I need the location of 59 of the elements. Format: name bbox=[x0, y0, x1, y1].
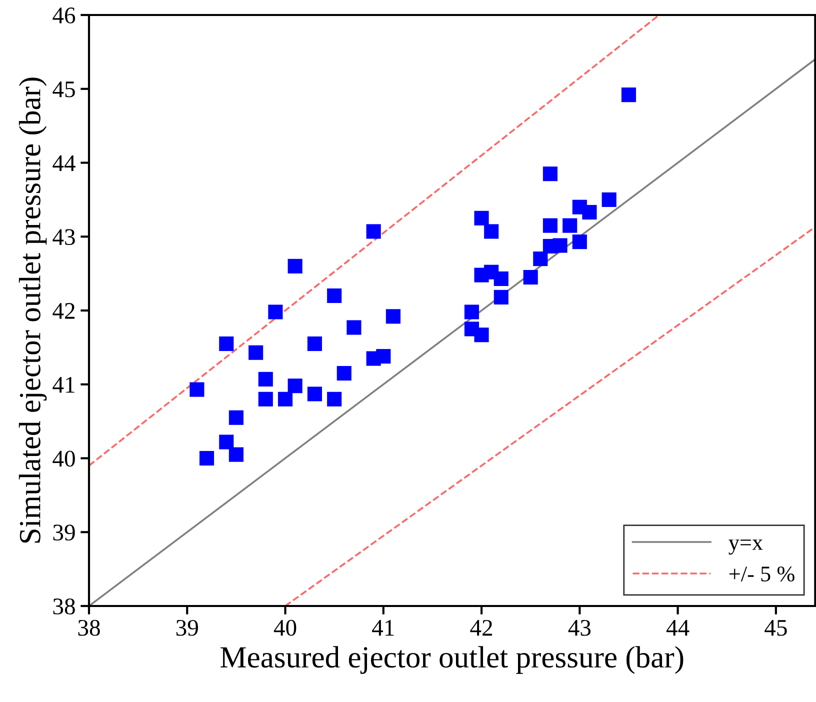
point bbox=[288, 258, 302, 274]
point bbox=[336, 366, 352, 381]
legend-label: y=x bbox=[728, 540, 763, 555]
point bbox=[582, 204, 597, 220]
point bbox=[278, 392, 293, 406]
x-tick-label: 41 bbox=[372, 620, 394, 636]
y-tick-label: 46 bbox=[52, 8, 76, 24]
point bbox=[494, 271, 508, 286]
point bbox=[366, 224, 381, 239]
point bbox=[228, 410, 244, 425]
y-tick-label: 39 bbox=[53, 524, 75, 541]
y-tick-label: 42 bbox=[52, 303, 75, 319]
point bbox=[621, 88, 636, 102]
y-tick-label: 40 bbox=[52, 450, 75, 467]
point bbox=[219, 336, 234, 352]
x-tick-label: 38 bbox=[78, 620, 100, 636]
point bbox=[190, 382, 204, 397]
point bbox=[219, 434, 234, 450]
point bbox=[376, 349, 391, 364]
y-tick-label: 38 bbox=[53, 598, 75, 614]
point bbox=[464, 304, 479, 320]
x-tick-label: 40 bbox=[274, 620, 296, 636]
x-axis-title: Measured ejector outlet pressure (bar) bbox=[220, 646, 684, 674]
point bbox=[484, 224, 499, 239]
legend-label: +/- 5 % bbox=[729, 566, 794, 582]
point bbox=[602, 192, 616, 207]
y-axis-title: Simulated ejector outlet pressure (bar) bbox=[18, 78, 47, 543]
point bbox=[474, 210, 489, 226]
point bbox=[562, 218, 578, 233]
point bbox=[346, 320, 362, 335]
y-tick-label: 45 bbox=[52, 82, 75, 98]
point bbox=[494, 290, 508, 304]
x-tick-label: 42 bbox=[470, 620, 492, 636]
point bbox=[327, 392, 342, 406]
y-tick-label: 41 bbox=[52, 376, 74, 393]
point bbox=[258, 372, 273, 386]
point bbox=[542, 166, 558, 182]
point bbox=[474, 328, 489, 342]
x-tick-label: 43 bbox=[568, 620, 591, 636]
point bbox=[307, 386, 322, 402]
point bbox=[552, 238, 568, 253]
point bbox=[386, 309, 400, 324]
x-tick-label: 39 bbox=[176, 620, 198, 636]
x-tick-label: 45 bbox=[764, 620, 787, 636]
point bbox=[228, 447, 244, 462]
point bbox=[248, 345, 264, 360]
point bbox=[288, 378, 302, 394]
point bbox=[572, 234, 587, 250]
y-tick-label: 43 bbox=[52, 229, 75, 246]
point bbox=[258, 392, 273, 406]
point bbox=[327, 288, 342, 304]
x-tick-label: 44 bbox=[666, 620, 690, 636]
point bbox=[199, 450, 214, 466]
y-tick-label: 44 bbox=[52, 155, 76, 171]
point bbox=[307, 336, 322, 352]
point bbox=[542, 218, 558, 233]
point bbox=[523, 270, 538, 285]
point bbox=[533, 252, 548, 266]
point bbox=[268, 304, 283, 320]
